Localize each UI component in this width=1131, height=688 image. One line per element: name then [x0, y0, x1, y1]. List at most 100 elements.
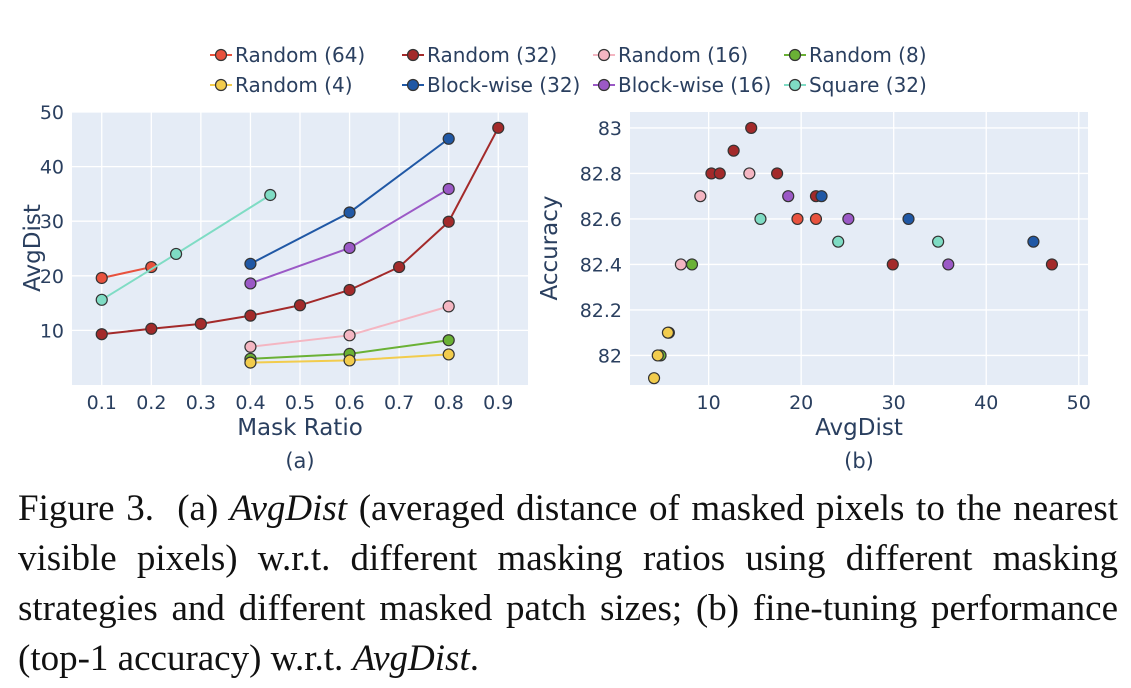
data-point: [932, 235, 945, 248]
chart-b-y-axis-title: Accuracy: [537, 195, 563, 300]
series-random-16: [674, 167, 756, 271]
x-tick-label: 10: [697, 392, 721, 414]
panel-label-a: (a): [285, 449, 314, 473]
data-point: [745, 121, 758, 135]
x-tick-label: 50: [1067, 392, 1091, 414]
series-square-32: [95, 188, 277, 306]
data-point: [145, 322, 158, 335]
series-random-4: [244, 348, 455, 369]
caption-label: Figure 3.: [18, 488, 154, 529]
y-tick-label: 10: [40, 320, 64, 342]
y-tick-label: 82: [598, 345, 622, 367]
legend: Random (64) Random (32) Random (16) Random …: [210, 43, 927, 97]
x-tick-label: 0.5: [285, 392, 315, 414]
y-tick-label: 50: [40, 102, 64, 124]
data-point: [771, 167, 784, 180]
legend-swatch-marker: [788, 48, 802, 62]
series-random-16: [244, 300, 455, 353]
series-line: [101, 266, 152, 279]
y-tick-label: 40: [40, 157, 64, 179]
data-point: [194, 317, 207, 330]
data-point: [842, 212, 855, 226]
x-tick-label: 30: [882, 392, 906, 414]
x-tick-label: 0.7: [384, 392, 414, 414]
data-point: [442, 348, 455, 361]
y-tick-label: 82.4: [580, 254, 622, 276]
data-point: [492, 121, 505, 134]
y-tick-label: 30: [40, 211, 64, 233]
data-point: [743, 167, 756, 180]
legend-label: Block-wise (32): [427, 73, 580, 97]
legend-item-square-32[interactable]: Square (32): [784, 73, 927, 97]
chart-a-avgdist-vs-mask-ratio: 0.1 0.2 0.3 0.4 0.5 0.6 0.7 0.8 0.9 10 20 30 40 50 Ma…: [20, 102, 528, 473]
data-point: [244, 356, 257, 369]
x-tick-label: 40: [974, 392, 998, 414]
legend-label: Random (8): [809, 43, 927, 67]
figure-caption: Figure 3. (a) AvgDist (averaged distance…: [18, 484, 1118, 684]
x-tick-label: 0.6: [334, 392, 364, 414]
data-point: [886, 258, 899, 271]
data-point: [442, 215, 455, 228]
data-point: [343, 283, 356, 297]
legend-item-block-wise-16[interactable]: Block-wise (16): [593, 73, 771, 97]
data-point: [442, 334, 455, 347]
caption-text-2: (averaged distance of masked pixels to t…: [18, 488, 1119, 679]
series-block-wise-16: [244, 182, 455, 290]
data-point: [754, 212, 767, 226]
chart-a-y-axis-title: AvgDist: [20, 204, 46, 292]
legend-label: Random (64): [235, 43, 365, 67]
series-random-64: [791, 212, 823, 226]
caption-emphasis-1: AvgDist: [229, 488, 348, 529]
data-point: [244, 309, 257, 322]
chart-a-x-axis-title: Mask Ratio: [237, 415, 363, 441]
legend-item-random-16[interactable]: Random (16): [593, 43, 748, 67]
legend-item-random-4[interactable]: Random (4): [210, 73, 353, 97]
data-point: [244, 257, 257, 270]
caption-text-1: (a): [177, 488, 219, 529]
legend-item-random-32[interactable]: Random (32): [402, 43, 557, 67]
data-point: [95, 328, 108, 341]
legend-label: Random (32): [427, 43, 557, 67]
data-point: [442, 300, 455, 313]
x-tick-label: 0.4: [235, 392, 265, 414]
data-point: [1045, 258, 1059, 271]
series-block-wise-16: [782, 190, 955, 271]
panel-label-b: (b): [844, 449, 874, 473]
data-point: [942, 258, 955, 271]
data-point: [674, 258, 687, 271]
data-point: [244, 277, 257, 290]
series-block-wise-32: [815, 190, 1040, 248]
caption-emphasis-2: AvgDist: [352, 638, 470, 679]
legend-item-random-64[interactable]: Random (64): [210, 43, 365, 67]
chart-b-plot-area: [630, 112, 1088, 385]
chart-b-accuracy-vs-avgdist: 10 20 30 40 50 82 82.2 82.4 82.6 82.8 83 AvgDist A…: [537, 112, 1091, 473]
data-point: [661, 326, 675, 339]
legend-swatch-marker: [406, 48, 420, 62]
x-tick-label: 0.9: [483, 392, 513, 414]
figure-3-charts: Random (64) Random (32) Random (16) Random …: [20, 43, 1091, 473]
legend-swatch-marker: [214, 78, 228, 92]
legend-label: Block-wise (16): [618, 73, 771, 97]
data-point: [95, 271, 108, 285]
data-point: [264, 188, 277, 202]
data-point: [832, 235, 845, 248]
data-point: [343, 206, 356, 219]
legend-label: Random (4): [235, 73, 353, 97]
y-tick-label: 83: [598, 118, 622, 140]
legend-label: Random (16): [618, 43, 748, 67]
data-point: [442, 132, 455, 145]
legend-item-block-wise-32[interactable]: Block-wise (32): [402, 73, 580, 97]
y-tick-label: 82.2: [580, 300, 622, 322]
data-point: [815, 190, 828, 203]
data-point: [694, 190, 707, 203]
legend-swatch-marker: [214, 48, 228, 62]
chart-b-x-axis-title: AvgDist: [815, 415, 903, 441]
data-point: [782, 190, 795, 203]
data-point: [343, 241, 356, 255]
data-point: [791, 212, 804, 226]
data-point: [1027, 235, 1040, 248]
data-point: [809, 212, 823, 226]
legend-swatch-marker: [788, 78, 802, 92]
data-point: [685, 258, 699, 271]
legend-item-random-8[interactable]: Random (8): [784, 43, 927, 67]
